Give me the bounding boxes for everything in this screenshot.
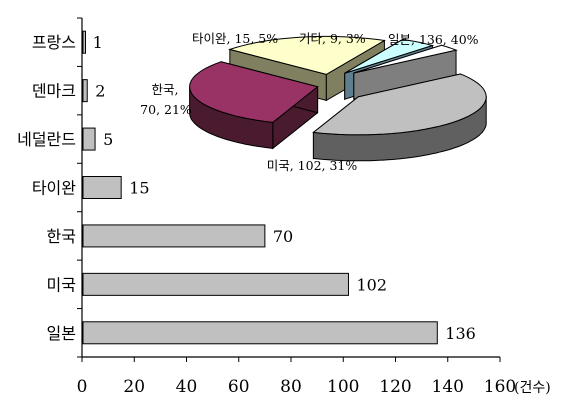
y-tick-label: 네덜란드: [17, 130, 76, 149]
pie-data-label: 타이완, 15, 5%: [192, 31, 278, 46]
y-tick-label: 일본: [47, 324, 76, 343]
pie-slice: [344, 38, 435, 74]
bar-chart: 0 20 40 60 80 100 120 140 160(건수) 프랑스 1 덴마크 2 네덜란드 5 타이…: [17, 17, 551, 397]
pie-data-label: 일본, 136, 40%: [388, 32, 479, 47]
bar: [82, 224, 266, 248]
x-tick-label: 160: [484, 377, 516, 397]
y-tick-label: 프랑스: [32, 33, 76, 52]
y-tick-label: 미국: [47, 275, 76, 294]
x-axis-unit: (건수): [514, 380, 551, 396]
x-tick-label: 120: [379, 377, 411, 397]
x-tick-label: 40: [176, 377, 198, 397]
bar: [82, 79, 88, 103]
x-tick-label: 0: [77, 377, 88, 397]
pie-slice: [353, 44, 458, 74]
pie-slice: [312, 73, 487, 136]
x-tick-label: 140: [432, 377, 464, 397]
x-tick-label: 60: [228, 377, 250, 397]
bar: [82, 30, 86, 54]
data-label: 102: [356, 275, 387, 294]
pie-data-label: 미국, 102, 31%: [267, 158, 358, 173]
y-tick-label: 타이완: [32, 179, 76, 198]
x-tick-label: 80: [280, 377, 302, 397]
pie-data-label: 한국,: [152, 82, 179, 97]
bar: [82, 127, 96, 151]
data-label: 5: [103, 130, 113, 149]
bar: [82, 321, 438, 345]
data-label: 1: [93, 33, 103, 52]
pie-slice: [227, 35, 386, 75]
y-tick-label: 한국: [47, 227, 76, 246]
pie-data-label: 70, 21%: [140, 102, 192, 117]
pie-slice: [189, 61, 319, 123]
pie-chart: 일본, 136, 40% 미국, 102, 31% 한국, 70, 21% 타이완, 1…: [140, 31, 487, 173]
pie-data-label: 기타, 9, 3%: [299, 31, 366, 46]
data-label: 70: [273, 227, 293, 246]
bar: [82, 176, 122, 199]
x-tick-label: 20: [123, 377, 145, 397]
data-label: 2: [95, 82, 105, 101]
x-tick-label: 100: [327, 377, 359, 397]
bar: [82, 272, 349, 296]
y-tick-label: 덴마크: [32, 82, 76, 101]
data-label: 136: [445, 324, 476, 343]
data-label: 15: [129, 179, 149, 198]
